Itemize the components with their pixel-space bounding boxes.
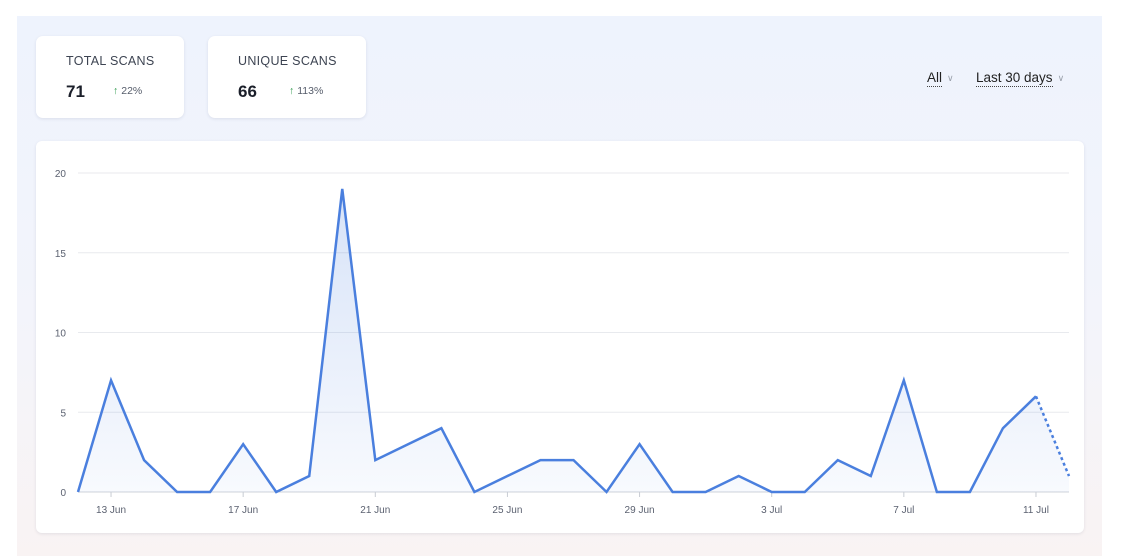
date-range-value: Last 30 days xyxy=(976,70,1053,87)
date-range-dropdown[interactable]: Last 30 days ∨ xyxy=(976,70,1065,87)
y-tick-label: 10 xyxy=(55,329,67,340)
x-tick-label: 21 Jun xyxy=(360,505,390,516)
analytics-panel: TOTAL SCANS 71 ↑ 22% UNIQUE SCANS 66 ↑ 113… xyxy=(17,16,1102,556)
total-scans-delta-value: 22% xyxy=(121,85,143,97)
unique-scans-delta-value: 113% xyxy=(297,85,324,97)
unique-scans-card: UNIQUE SCANS 66 ↑ 113% xyxy=(208,36,366,118)
x-tick-label: 25 Jun xyxy=(492,505,522,516)
total-scans-card: TOTAL SCANS 71 ↑ 22% xyxy=(36,36,184,118)
total-scans-delta: ↑ 22% xyxy=(113,85,142,97)
series-line xyxy=(76,188,1037,494)
unique-scans-delta: ↑ 113% xyxy=(289,85,323,97)
y-tick-label: 20 xyxy=(55,169,67,180)
series-line-incomplete xyxy=(1034,395,1071,477)
x-tick-label: 7 Jul xyxy=(893,505,914,516)
scope-dropdown-value: All xyxy=(927,70,943,87)
y-tick-label: 0 xyxy=(60,488,66,499)
arrow-up-icon: ↑ xyxy=(113,85,119,97)
x-tick-label: 29 Jun xyxy=(625,505,655,516)
x-tick-label: 17 Jun xyxy=(228,505,258,516)
unique-scans-value: 66 xyxy=(238,82,257,101)
chevron-down-icon: ∨ xyxy=(1057,73,1065,83)
arrow-up-icon: ↑ xyxy=(289,85,295,97)
x-tick-label: 3 Jul xyxy=(761,505,782,516)
total-scans-label: TOTAL SCANS xyxy=(66,54,155,68)
chevron-down-icon: ∨ xyxy=(947,73,954,83)
total-scans-value: 71 xyxy=(66,82,85,101)
y-tick-label: 5 xyxy=(60,408,66,419)
x-tick-label: 11 Jul xyxy=(1023,505,1049,516)
unique-scans-label: UNIQUE SCANS xyxy=(238,54,337,68)
series-area xyxy=(78,188,1069,492)
scope-dropdown[interactable]: All ∨ xyxy=(927,70,954,87)
x-tick-label: 13 Jun xyxy=(96,505,126,516)
scans-line-chart: 0 5 10 15 20 13 Jun 17 Jun 21 Jun 25 Jun 29 Jun 3 … xyxy=(55,169,1071,516)
y-tick-label: 15 xyxy=(55,249,67,260)
scans-chart-card: 0 5 10 15 20 13 Jun 17 Jun 21 Jun 25 Jun 29 Jun 3 … xyxy=(36,141,1084,533)
